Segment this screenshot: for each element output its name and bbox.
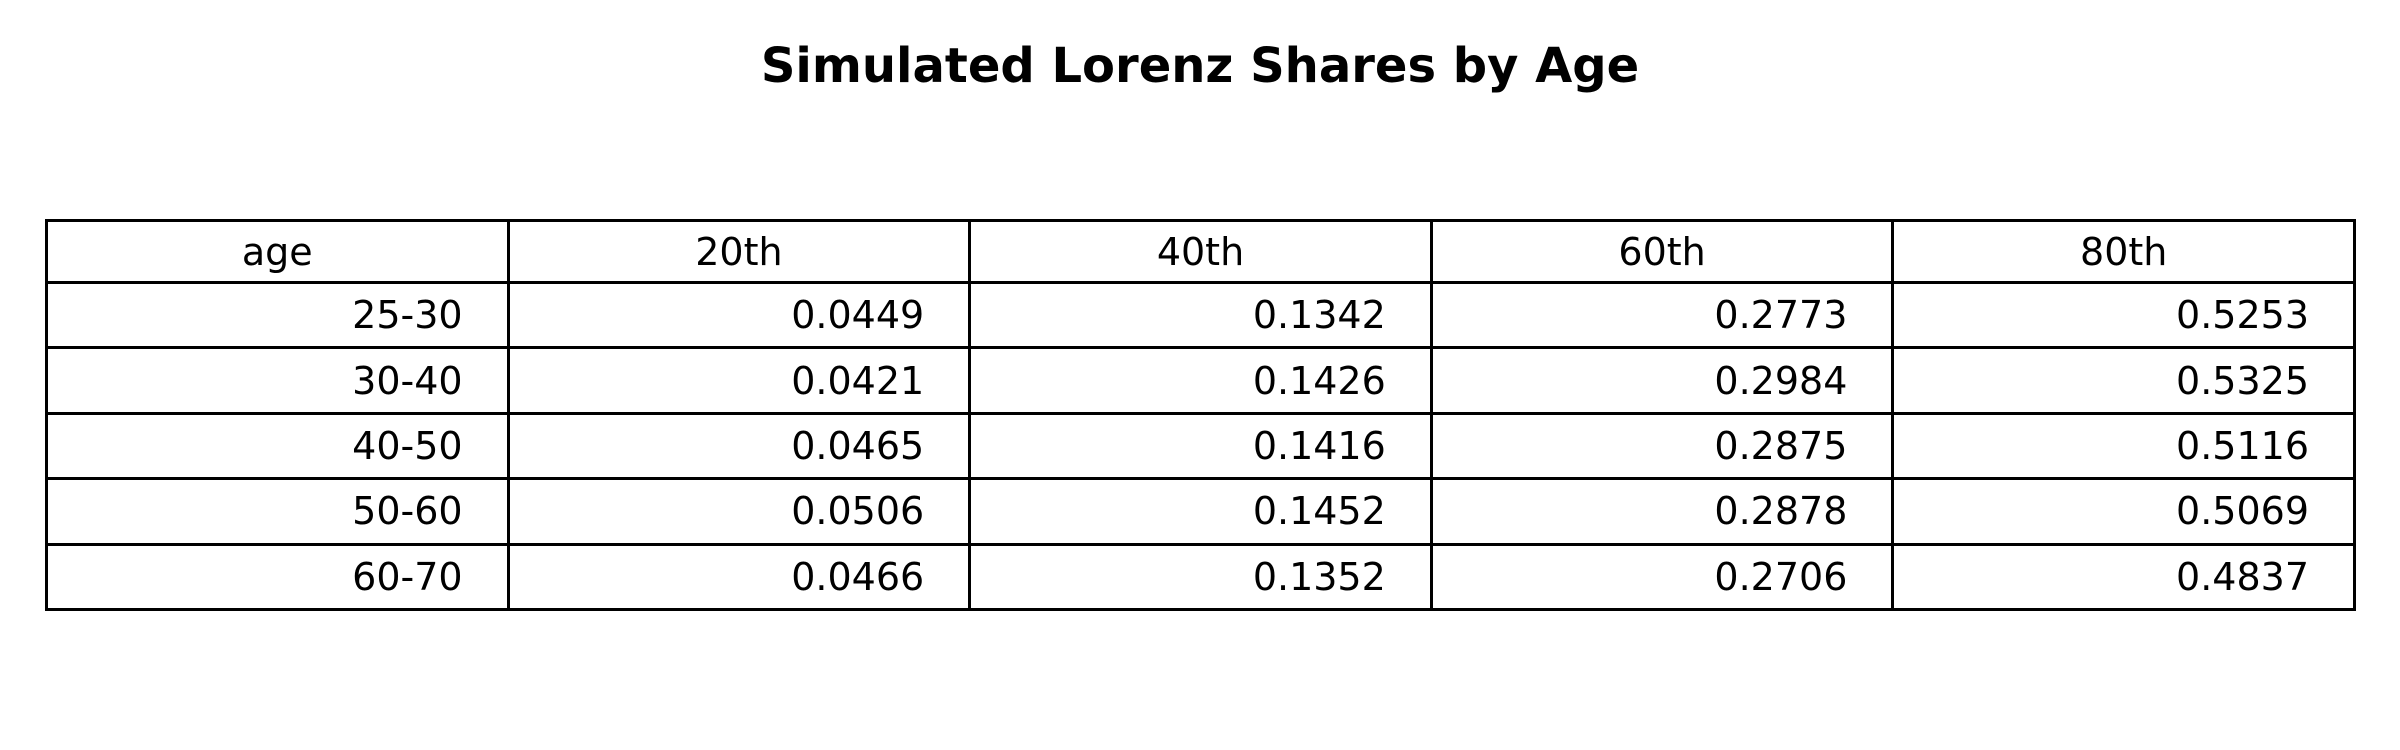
table-cell: 0.0449: [506, 280, 972, 350]
table-row: 50-60 0.0506 0.1452 0.2878 0.5069: [45, 477, 2356, 546]
data-table: age 20th 40th 60th 80th 25-30 0.0449 0.1342 0.2…: [45, 219, 2356, 612]
column-header-40th: 40th: [968, 219, 1433, 284]
table-cell: 0.1352: [968, 542, 1433, 612]
table-cell: 0.5069: [1891, 477, 2356, 546]
table-cell: 0.0506: [506, 477, 972, 546]
table-body: 25-30 0.0449 0.1342 0.2773 0.5253 30-40 0.0421…: [45, 280, 2356, 612]
table-header: age 20th 40th 60th 80th: [45, 219, 2356, 284]
table-cell: 0.2706: [1429, 542, 1895, 612]
column-header-60th: 60th: [1429, 219, 1895, 284]
table-cell: 0.5116: [1891, 411, 2356, 481]
column-header-80th: 80th: [1891, 219, 2356, 284]
column-header-20th: 20th: [506, 219, 972, 284]
row-label-cell: 25-30: [45, 280, 510, 350]
table-cell: 0.1426: [968, 346, 1433, 415]
table-cell: 0.0465: [506, 411, 972, 481]
table-row: 60-70 0.0466 0.1352 0.2706 0.4837: [45, 542, 2356, 612]
table-cell: 0.1452: [968, 477, 1433, 546]
table-cell: 0.2878: [1429, 477, 1895, 546]
table-cell: 0.2773: [1429, 280, 1895, 350]
table-cell: 0.2875: [1429, 411, 1895, 481]
row-label-cell: 30-40: [45, 346, 510, 415]
table-row: 40-50 0.0465 0.1416 0.2875 0.5116: [45, 411, 2356, 481]
chart-title: Simulated Lorenz Shares by Age: [760, 38, 1640, 94]
table-row: 30-40 0.0421 0.1426 0.2984 0.5325: [45, 346, 2356, 415]
table-cell: 0.1416: [968, 411, 1433, 481]
table-row: 25-30 0.0449 0.1342 0.2773 0.5253: [45, 280, 2356, 350]
table-cell: 0.1342: [968, 280, 1433, 350]
table-cell: 0.4837: [1891, 542, 2356, 612]
table-cell: 0.2984: [1429, 346, 1895, 415]
table-cell: 0.5325: [1891, 346, 2356, 415]
row-label-cell: 40-50: [45, 411, 510, 481]
column-header-age: age: [45, 219, 510, 284]
header-row: age 20th 40th 60th 80th: [45, 219, 2356, 284]
row-label-cell: 50-60: [45, 477, 510, 546]
table-cell: 0.5253: [1891, 280, 2356, 350]
table-cell: 0.0421: [506, 346, 972, 415]
row-label-cell: 60-70: [45, 542, 510, 612]
table-cell: 0.0466: [506, 542, 972, 612]
